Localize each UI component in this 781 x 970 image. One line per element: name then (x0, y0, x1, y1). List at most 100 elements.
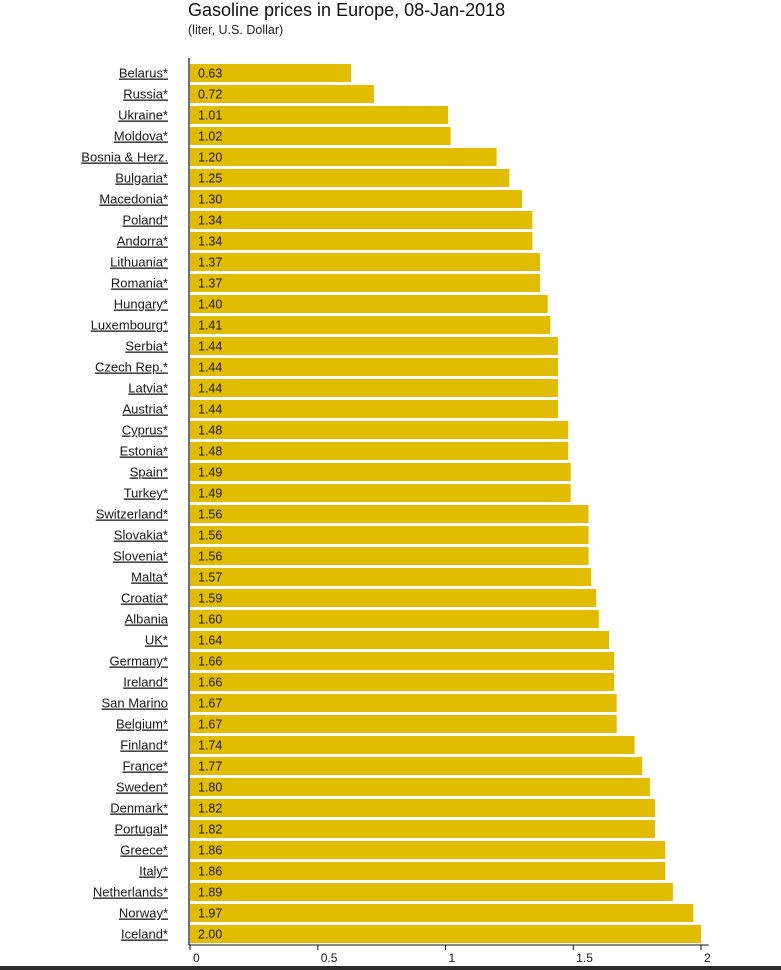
country-label: Ireland* (123, 675, 168, 690)
value-label: 1.80 (198, 781, 222, 795)
bar (190, 442, 569, 460)
bar (190, 106, 449, 124)
country-label: Spain* (130, 465, 168, 480)
bar (190, 127, 451, 145)
country-label: UK* (145, 633, 168, 648)
bar (190, 694, 617, 712)
bar (190, 736, 635, 754)
value-label: 1.60 (198, 613, 222, 627)
value-label: 0.72 (198, 88, 222, 102)
country-label: Turkey* (124, 486, 168, 501)
bottom-border (0, 966, 781, 970)
x-tick-label: 1 (449, 951, 456, 965)
axis-group: 0 0.5 1 1.5 2 (188, 58, 711, 965)
country-label: Austria* (122, 402, 168, 417)
country-label: Denmark* (110, 801, 168, 816)
country-label: Iceland* (121, 927, 168, 942)
country-label: Belgium* (116, 717, 168, 732)
bar (190, 673, 615, 691)
value-label: 1.37 (198, 277, 222, 291)
bars-group (190, 64, 701, 943)
bar (190, 925, 701, 943)
bar (190, 64, 351, 82)
value-label: 1.64 (198, 634, 222, 648)
value-label: 1.44 (198, 340, 222, 354)
bar (190, 190, 523, 208)
value-label: 2.00 (198, 928, 222, 942)
country-label: Serbia* (125, 339, 168, 354)
value-label: 1.48 (198, 445, 222, 459)
country-label: Luxembourg* (91, 318, 168, 333)
bar (190, 337, 558, 355)
value-label: 1.25 (198, 172, 222, 186)
country-label: Slovenia* (113, 549, 168, 564)
value-label: 1.56 (198, 550, 222, 564)
value-label: 1.56 (198, 529, 222, 543)
country-label: Macedonia* (99, 192, 168, 207)
value-label: 1.67 (198, 718, 222, 732)
country-label: Andorra* (117, 234, 168, 249)
bar (190, 211, 533, 229)
country-label: Cyprus* (122, 423, 168, 438)
country-label: Bulgaria* (115, 171, 168, 186)
value-label: 1.57 (198, 571, 222, 585)
x-tick-label: 2 (704, 951, 711, 965)
value-label: 1.82 (198, 823, 222, 837)
bar (190, 904, 694, 922)
bar (190, 400, 558, 418)
bar (190, 274, 541, 292)
country-label: Bosnia & Herz. (81, 150, 168, 165)
bar (190, 589, 597, 607)
bar (190, 85, 374, 103)
bar (190, 148, 497, 166)
x-tick-label: 0 (193, 951, 200, 965)
bar (190, 316, 551, 334)
bar (190, 358, 558, 376)
value-label: 1.44 (198, 361, 222, 375)
value-label: 1.59 (198, 592, 222, 606)
value-label: 1.86 (198, 865, 222, 879)
bar (190, 841, 666, 859)
bar (190, 631, 610, 649)
value-label: 1.77 (198, 760, 222, 774)
value-label: 1.82 (198, 802, 222, 816)
bar (190, 232, 533, 250)
bar (190, 820, 656, 838)
bar (190, 484, 571, 502)
country-label: Finland* (120, 738, 168, 753)
country-label: Norway* (119, 906, 168, 921)
x-tick-label: 0.5 (321, 951, 338, 965)
country-label: Poland* (122, 213, 168, 228)
value-label: 1.66 (198, 676, 222, 690)
country-label: Moldova* (114, 129, 168, 144)
country-label: Switzerland* (96, 507, 168, 522)
value-label: 1.01 (198, 109, 222, 123)
value-label: 1.89 (198, 886, 222, 900)
bar (190, 526, 589, 544)
bar (190, 379, 558, 397)
value-label: 1.44 (198, 382, 222, 396)
country-label: Czech Rep.* (95, 360, 168, 375)
bar (190, 295, 548, 313)
bar (190, 799, 656, 817)
x-tick-label: 1.5 (576, 951, 593, 965)
value-label: 1.49 (198, 487, 222, 501)
value-label: 1.30 (198, 193, 222, 207)
value-label: 1.34 (198, 235, 222, 249)
value-label: 1.41 (198, 319, 222, 333)
value-label: 0.63 (198, 67, 222, 81)
value-label: 1.02 (198, 130, 222, 144)
country-label: Croatia* (121, 591, 168, 606)
country-label: Malta* (131, 570, 168, 585)
bar (190, 505, 589, 523)
country-label: Lithuania* (110, 255, 168, 270)
country-label: Greece* (120, 843, 168, 858)
chart-title: Gasoline prices in Europe, 08-Jan-2018 (188, 0, 506, 20)
bar (190, 862, 666, 880)
country-label: Romania* (111, 276, 168, 291)
value-label: 1.44 (198, 403, 222, 417)
country-label: Estonia* (120, 444, 168, 459)
country-label: Germany* (109, 654, 168, 669)
bar (190, 463, 571, 481)
